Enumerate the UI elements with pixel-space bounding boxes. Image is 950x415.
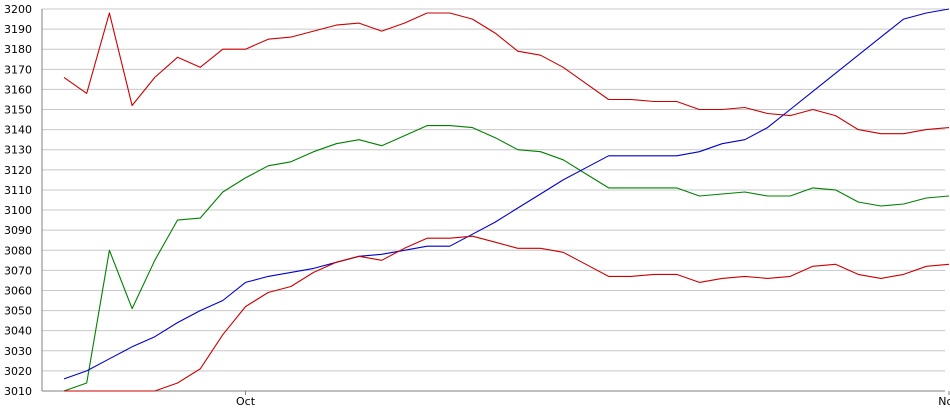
y-tick-label: 3140 (4, 124, 32, 137)
y-tick-label: 3030 (4, 345, 32, 358)
series-line-4 (64, 235, 950, 392)
y-tick-label: 3100 (4, 204, 32, 217)
y-tick-label: 3110 (4, 184, 32, 197)
y-tick-label: 3150 (4, 104, 32, 117)
y-tick-label: 3010 (4, 385, 32, 398)
y-tick-label: 3020 (4, 365, 32, 378)
y-tick-label: 3160 (4, 83, 32, 96)
y-tick-label: 3190 (4, 23, 32, 36)
y-tick-label: 3180 (4, 43, 32, 56)
y-tick-label: 3130 (4, 144, 32, 157)
y-tick-label: 3050 (4, 305, 32, 318)
y-tick-label: 3200 (4, 3, 32, 16)
x-tick-label: Oct (236, 395, 256, 408)
x-axis: Oct Nov (42, 390, 950, 408)
y-tick-label: 3060 (4, 284, 32, 297)
y-tick-label: 3070 (4, 264, 32, 277)
y-tick-label: 3080 (4, 244, 32, 257)
y-tick-label: 3090 (4, 224, 32, 237)
series-lines (63, 8, 950, 392)
series-line-1 (63, 12, 950, 135)
y-axis: 3010 3020 3030 3040 3050 3060 3070 3080 3090 3100… (4, 3, 43, 398)
y-tick-label: 3120 (4, 164, 32, 177)
series-line-3 (63, 8, 950, 380)
x-tick-label: Nov (938, 395, 950, 408)
y-tick-label: 3170 (4, 63, 32, 76)
series-line-2 (63, 125, 950, 392)
gridlines (42, 8, 945, 392)
y-tick-label: 3040 (4, 325, 32, 338)
